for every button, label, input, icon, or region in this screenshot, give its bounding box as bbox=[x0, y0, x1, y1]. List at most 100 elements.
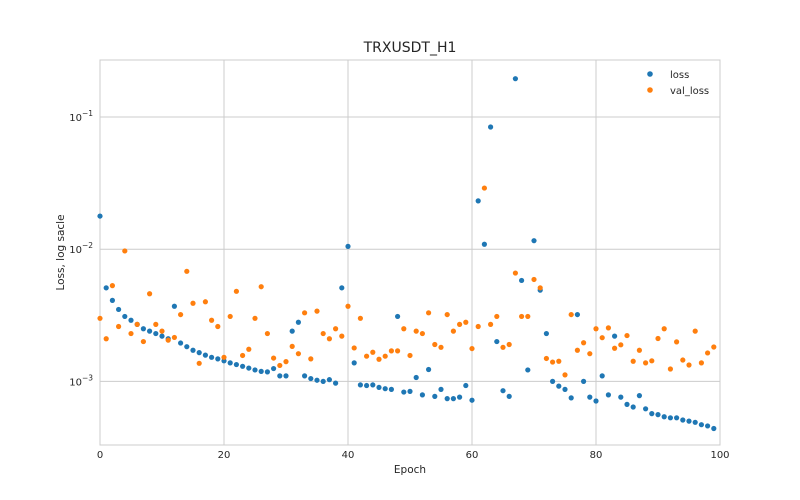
val-loss-point bbox=[364, 353, 370, 359]
x-axis-label: Epoch bbox=[394, 464, 426, 476]
val-loss-point bbox=[246, 346, 252, 352]
loss-point bbox=[202, 352, 208, 358]
val-loss-point bbox=[525, 313, 531, 320]
val-loss-point bbox=[698, 360, 705, 366]
loss-point bbox=[326, 377, 332, 383]
val-loss-point bbox=[500, 344, 506, 350]
val-loss-point bbox=[624, 332, 630, 339]
loss-point bbox=[240, 363, 246, 369]
loss-point bbox=[556, 383, 562, 389]
loss-point bbox=[190, 347, 196, 353]
y-tick-base: 10 bbox=[69, 377, 82, 388]
series-loss bbox=[97, 76, 717, 432]
val-loss-point bbox=[512, 270, 519, 276]
loss-point bbox=[227, 360, 233, 366]
loss-point bbox=[450, 396, 456, 402]
loss-point bbox=[469, 397, 475, 403]
val-loss-point bbox=[221, 354, 227, 360]
val-loss-point bbox=[370, 349, 376, 355]
val-loss-point bbox=[605, 325, 612, 331]
loss-point bbox=[401, 389, 407, 395]
loss-point bbox=[364, 382, 370, 389]
loss-point bbox=[711, 425, 717, 432]
val-loss-point bbox=[667, 366, 674, 372]
val-loss-point bbox=[302, 310, 308, 316]
y-tick-base: 10 bbox=[69, 113, 82, 124]
loss-point bbox=[122, 313, 128, 320]
loss-point bbox=[103, 285, 109, 291]
val-loss-point bbox=[178, 311, 184, 318]
val-loss-point bbox=[450, 328, 456, 334]
loss-point bbox=[512, 76, 519, 82]
val-loss-point bbox=[574, 347, 581, 353]
loss-point bbox=[382, 386, 388, 392]
loss-point bbox=[209, 354, 215, 360]
loss-point bbox=[345, 243, 351, 249]
loss-point bbox=[277, 373, 283, 379]
val-loss-point bbox=[357, 315, 363, 321]
chart-title: TRXUSDT_H1 bbox=[363, 40, 457, 56]
legend-marker-loss bbox=[647, 71, 653, 77]
x-tick-label: 20 bbox=[218, 450, 231, 461]
loss-point bbox=[667, 415, 674, 421]
val-loss-point bbox=[295, 351, 301, 357]
val-loss-point bbox=[326, 336, 332, 342]
loss-point bbox=[680, 417, 686, 423]
loss-point bbox=[109, 297, 115, 303]
val-loss-point bbox=[599, 335, 605, 341]
val-loss-point bbox=[488, 321, 494, 327]
val-loss-point bbox=[103, 336, 109, 342]
val-loss-point bbox=[196, 360, 202, 366]
val-loss-point bbox=[134, 321, 140, 327]
loss-point bbox=[686, 418, 692, 424]
loss-point bbox=[196, 350, 202, 356]
val-loss-point bbox=[649, 358, 655, 364]
y-tick-labels: 10−310−210−1 bbox=[69, 109, 93, 388]
loss-point bbox=[357, 382, 363, 388]
val-loss-point bbox=[469, 345, 475, 352]
val-loss-point bbox=[264, 330, 270, 337]
loss-point bbox=[661, 414, 667, 420]
loss-point bbox=[543, 330, 550, 337]
val-loss-point bbox=[562, 372, 568, 378]
val-loss-point bbox=[122, 248, 128, 254]
plot-frame bbox=[99, 59, 721, 446]
val-loss-point bbox=[339, 333, 345, 339]
val-loss-point bbox=[711, 344, 717, 350]
val-loss-point bbox=[283, 359, 289, 365]
loss-point bbox=[283, 373, 289, 379]
val-loss-point bbox=[463, 319, 469, 325]
loss-point bbox=[116, 306, 122, 313]
loss-point bbox=[128, 317, 134, 323]
val-loss-point bbox=[184, 268, 190, 274]
val-loss-point bbox=[618, 342, 624, 348]
val-loss-point bbox=[351, 345, 357, 351]
val-loss-point bbox=[686, 362, 692, 368]
val-loss-point bbox=[147, 291, 153, 297]
loss-point bbox=[444, 396, 450, 402]
y-tick-label: 10−2 bbox=[69, 241, 93, 256]
loss-point bbox=[271, 365, 277, 372]
val-loss-point bbox=[240, 352, 246, 359]
val-loss-point bbox=[401, 326, 407, 332]
val-loss-point bbox=[680, 357, 686, 363]
val-loss-point bbox=[550, 359, 556, 365]
loss-point bbox=[655, 412, 661, 418]
val-loss-point bbox=[233, 288, 239, 294]
val-loss-point bbox=[506, 341, 512, 348]
val-loss-point bbox=[252, 315, 258, 321]
loss-point bbox=[314, 377, 320, 383]
loss-point bbox=[506, 393, 512, 399]
val-loss-point bbox=[519, 313, 525, 320]
loss-point bbox=[475, 198, 481, 204]
x-tick-label: 80 bbox=[590, 450, 603, 461]
val-loss-point bbox=[314, 308, 320, 314]
loss-point bbox=[376, 384, 382, 391]
val-loss-point bbox=[475, 323, 481, 330]
loss-point bbox=[581, 378, 587, 384]
val-loss-point bbox=[109, 283, 115, 289]
val-loss-point bbox=[165, 337, 171, 343]
loss-point bbox=[295, 319, 301, 325]
val-loss-point bbox=[277, 362, 283, 369]
val-loss-point bbox=[481, 185, 487, 191]
